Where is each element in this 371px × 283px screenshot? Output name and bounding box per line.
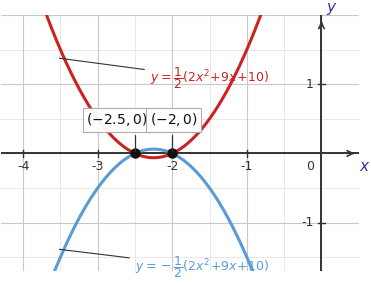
Text: $x$: $x$ bbox=[359, 159, 370, 174]
Text: $(-2.5, 0)$: $(-2.5, 0)$ bbox=[86, 111, 148, 151]
Text: -3: -3 bbox=[92, 160, 104, 173]
Text: -1: -1 bbox=[302, 216, 314, 229]
Text: -4: -4 bbox=[17, 160, 29, 173]
Text: $y=-\dfrac{1}{2}(2x^2\!+\!9x\!+\!10)$: $y=-\dfrac{1}{2}(2x^2\!+\!9x\!+\!10)$ bbox=[59, 249, 269, 280]
Text: $y=\dfrac{1}{2}(2x^2\!+\!9x\!+\!10)$: $y=\dfrac{1}{2}(2x^2\!+\!9x\!+\!10)$ bbox=[59, 58, 269, 91]
Text: 0: 0 bbox=[306, 160, 314, 173]
Text: $y$: $y$ bbox=[326, 1, 338, 17]
Text: 1: 1 bbox=[306, 78, 314, 91]
Text: $(-2, 0)$: $(-2, 0)$ bbox=[150, 111, 198, 151]
Text: -2: -2 bbox=[166, 160, 178, 173]
Text: -1: -1 bbox=[241, 160, 253, 173]
